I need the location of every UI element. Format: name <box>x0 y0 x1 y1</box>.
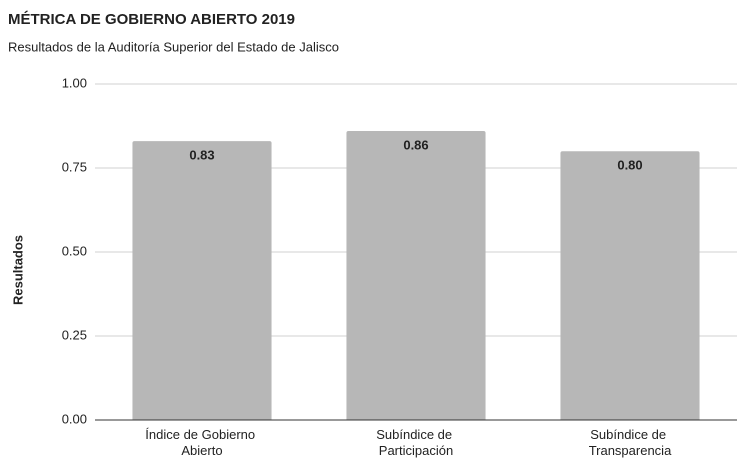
x-tick-line: Subíndice de <box>590 427 670 442</box>
x-tick-line: Subíndice de <box>376 427 456 442</box>
y-axis-label: Resultados <box>10 235 25 305</box>
x-tick-label: Subíndice de Transparencia <box>589 427 672 458</box>
value-label: 0.86 <box>403 137 428 152</box>
y-tick-label: 0.50 <box>62 243 87 258</box>
y-tick-label: 0.75 <box>62 159 87 174</box>
x-tick-label: Índice de Gobierno Abierto <box>145 427 258 458</box>
x-tick-line: Índice de Gobierno <box>145 427 258 442</box>
bar <box>132 141 272 420</box>
value-label: 0.80 <box>617 158 642 173</box>
chart-title: MÉTRICA DE GOBIERNO ABIERTO 2019 <box>8 11 295 28</box>
bar <box>560 151 700 420</box>
x-tick-label: Subíndice de Participación <box>376 427 456 458</box>
value-label: 0.83 <box>189 148 214 163</box>
y-tick-label: 1.00 <box>62 75 87 90</box>
x-tick-line: Abierto <box>181 443 222 458</box>
y-tick-label: 0.00 <box>62 411 87 426</box>
chart-subtitle: Resultados de la Auditoría Superior del … <box>8 39 339 54</box>
y-tick-label: 0.25 <box>62 327 87 342</box>
x-tick-line: Participación <box>379 443 453 458</box>
x-tick-line: Transparencia <box>589 443 672 458</box>
bar <box>346 131 486 421</box>
